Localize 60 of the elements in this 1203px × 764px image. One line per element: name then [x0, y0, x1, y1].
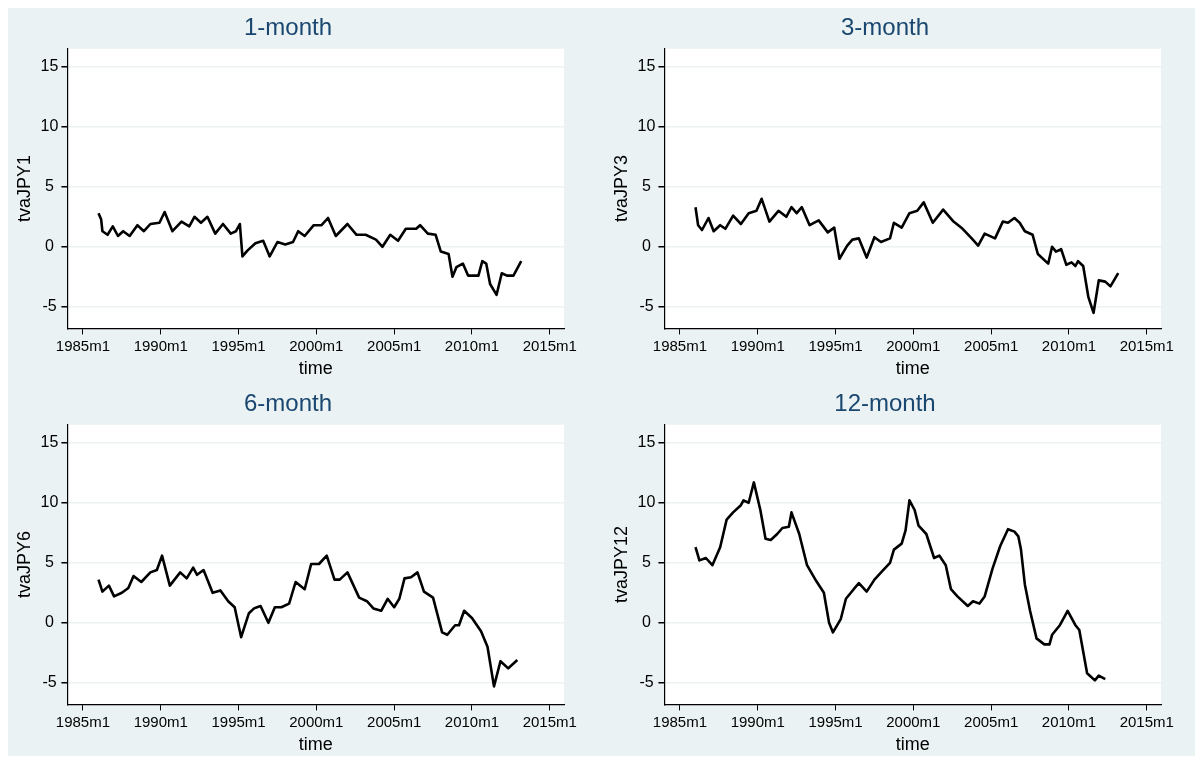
y-tick-label: 10 [637, 493, 656, 511]
x-tick-label: 2000m1 [886, 712, 941, 730]
x-tick-label: 1995m1 [211, 712, 266, 730]
x-tick-label: 1995m1 [211, 336, 266, 354]
x-tick-label: 2010m1 [1041, 712, 1097, 730]
y-tick-label: 5 [45, 177, 55, 195]
x-tick-label: 2005m1 [964, 712, 1019, 730]
x-tick-label: 1985m1 [652, 712, 708, 730]
x-tick-label: 1990m1 [730, 712, 785, 730]
chart-title: 12-month [834, 389, 936, 417]
x-tick-label: 1990m1 [730, 336, 785, 354]
y-tick-label: -5 [42, 673, 57, 691]
x-tick-label: 2000m1 [289, 712, 344, 730]
y-tick-label: 10 [40, 117, 59, 135]
x-tick-label: 1995m1 [808, 336, 863, 354]
y-tick-label: -5 [639, 297, 654, 315]
x-axis-title: time [298, 734, 333, 755]
y-tick-label: 0 [642, 613, 652, 631]
y-tick-label: 5 [642, 177, 652, 195]
x-tick-label: 2010m1 [1041, 336, 1097, 354]
y-axis-title: tvaJPY6 [13, 531, 34, 599]
y-tick-label: -5 [42, 297, 57, 315]
y-tick-label: 0 [45, 237, 55, 255]
y-tick-label: 15 [637, 433, 656, 451]
x-tick-label: 2015m1 [522, 336, 577, 354]
x-tick-label: 1995m1 [808, 712, 863, 730]
y-tick-label: 5 [642, 553, 652, 571]
x-tick-label: 2000m1 [289, 336, 344, 354]
y-tick-label: 15 [40, 433, 59, 451]
chart-title: 1-month [243, 13, 333, 41]
x-tick-label: 1985m1 [652, 336, 708, 354]
y-tick-label: 10 [40, 493, 59, 511]
x-tick-label: 2010m1 [444, 336, 500, 354]
x-tick-label: 2000m1 [886, 336, 941, 354]
x-axis-title: time [895, 358, 930, 379]
x-tick-label: 2005m1 [964, 336, 1019, 354]
x-tick-label: 2010m1 [444, 712, 500, 730]
x-tick-label: 1990m1 [133, 336, 188, 354]
x-tick-label: 2015m1 [1119, 712, 1174, 730]
x-tick-label: 2005m1 [367, 712, 422, 730]
y-tick-label: -5 [639, 673, 654, 691]
x-axis-title: time [298, 358, 333, 379]
y-tick-label: 5 [45, 553, 55, 571]
y-tick-label: 15 [637, 57, 656, 75]
x-axis-title: time [895, 734, 930, 755]
y-axis-title: tvaJPY3 [610, 155, 631, 223]
y-axis-title: tvaJPY1 [13, 155, 34, 223]
chart-title: 3-month [840, 13, 930, 41]
y-tick-label: 0 [45, 613, 55, 631]
chart-title: 6-month [243, 389, 333, 417]
x-tick-label: 1990m1 [133, 712, 188, 730]
y-tick-label: 15 [40, 57, 59, 75]
x-tick-label: 2015m1 [522, 712, 577, 730]
x-tick-label: 1985m1 [55, 712, 111, 730]
x-tick-label: 1985m1 [55, 336, 111, 354]
y-tick-label: 0 [642, 237, 652, 255]
x-tick-label: 2005m1 [367, 336, 422, 354]
x-tick-label: 2015m1 [1119, 336, 1174, 354]
y-axis-title: tvaJPY12 [610, 526, 631, 604]
y-tick-label: 10 [637, 117, 656, 135]
